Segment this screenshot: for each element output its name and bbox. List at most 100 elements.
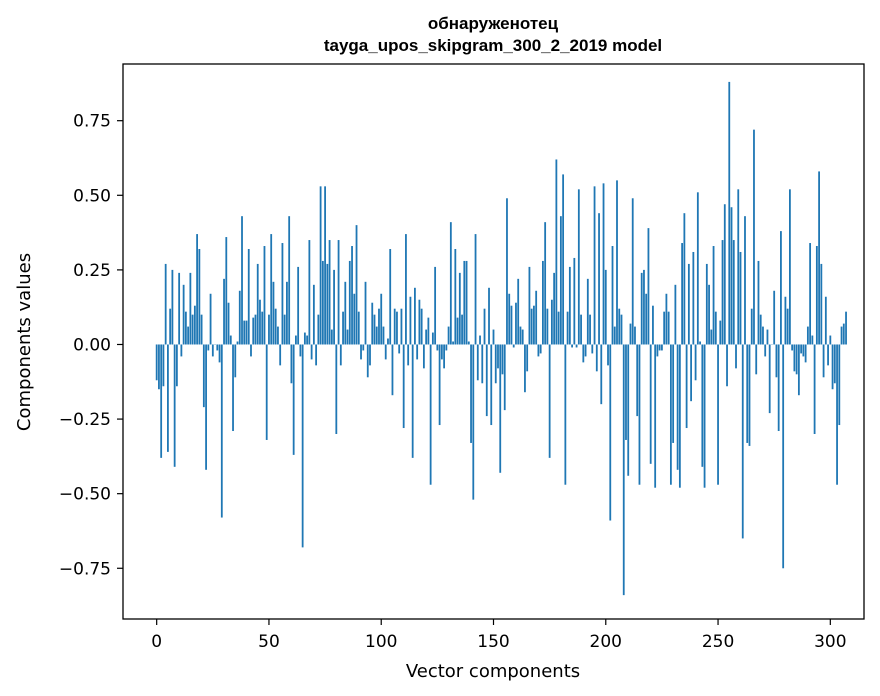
bar-154 xyxy=(501,344,504,375)
bar-297 xyxy=(822,344,825,378)
bar-188 xyxy=(577,189,580,345)
bar-149 xyxy=(490,344,493,426)
bar-52 xyxy=(272,281,275,345)
bar-260 xyxy=(739,251,742,345)
bar-248 xyxy=(712,246,715,345)
bar-223 xyxy=(656,344,659,357)
bar-261 xyxy=(741,344,744,539)
bar-164 xyxy=(524,344,526,393)
bar-278 xyxy=(780,231,782,345)
bar-70 xyxy=(312,284,315,345)
bar-133 xyxy=(454,249,457,345)
bar-276 xyxy=(775,344,778,378)
bar-140 xyxy=(470,344,472,443)
bar-55 xyxy=(279,344,282,366)
bar-7 xyxy=(171,269,174,345)
bar-253 xyxy=(723,204,726,345)
bar-12 xyxy=(182,284,185,345)
bar-173 xyxy=(544,222,547,345)
bar-28 xyxy=(218,344,221,363)
bar-81 xyxy=(337,240,340,345)
bar-269 xyxy=(759,314,762,345)
bar-30 xyxy=(223,278,225,345)
bar-14 xyxy=(187,326,190,345)
bar-121 xyxy=(427,317,430,345)
bar-215 xyxy=(638,344,641,485)
bar-302 xyxy=(833,344,836,384)
bar-271 xyxy=(764,344,767,357)
bar-24 xyxy=(209,293,212,345)
bar-196 xyxy=(595,344,598,372)
bar-116 xyxy=(416,344,419,360)
bar-56 xyxy=(281,243,284,345)
bar-265 xyxy=(750,308,753,345)
bar-255 xyxy=(728,81,731,345)
bar-17 xyxy=(193,305,196,345)
bar-180 xyxy=(559,216,562,345)
bar-145 xyxy=(481,344,484,384)
bar-279 xyxy=(782,344,785,569)
bar-232 xyxy=(676,344,679,470)
bar-101 xyxy=(382,326,385,345)
bar-224 xyxy=(658,344,661,351)
bar-301 xyxy=(831,344,834,390)
bar-67 xyxy=(306,335,309,345)
bar-300 xyxy=(829,335,832,345)
bar-184 xyxy=(568,266,571,345)
bar-263 xyxy=(746,344,749,443)
bar-97 xyxy=(373,314,376,345)
x-tick-label-250: 250 xyxy=(702,632,734,652)
bar-181 xyxy=(562,174,565,345)
bar-259 xyxy=(737,189,740,345)
bar-282 xyxy=(789,189,791,345)
x-tick-label-0: 0 xyxy=(151,632,162,652)
bar-283 xyxy=(791,344,794,351)
bar-80 xyxy=(335,344,338,434)
bar-156 xyxy=(506,198,508,345)
bar-37 xyxy=(238,290,241,345)
bar-82 xyxy=(339,344,342,366)
bar-162 xyxy=(519,326,522,345)
bar-54 xyxy=(277,326,279,345)
bar-292 xyxy=(811,335,814,345)
bar-163 xyxy=(521,329,524,345)
bar-227 xyxy=(665,293,668,345)
bar-284 xyxy=(793,344,796,372)
bar-240 xyxy=(694,344,697,381)
bar-237 xyxy=(687,263,690,345)
x-axis: 0 50 100 150 200 250 300 xyxy=(151,619,847,652)
bar-42 xyxy=(250,344,252,357)
y-tick-label-6: 0.75 xyxy=(73,112,111,132)
y-axis-label: Components values xyxy=(14,253,35,431)
bar-219 xyxy=(647,228,650,345)
bar-84 xyxy=(344,281,347,345)
bar-65 xyxy=(301,344,304,548)
y-tick-label-2: −0.25 xyxy=(59,410,111,430)
bar-144 xyxy=(479,335,481,345)
bar-29 xyxy=(220,344,223,518)
bar-186 xyxy=(573,257,576,345)
bar-87 xyxy=(351,246,353,345)
bar-197 xyxy=(598,213,600,345)
bar-244 xyxy=(703,344,706,488)
bar-211 xyxy=(629,323,632,345)
bar-73 xyxy=(319,186,322,345)
bar-200 xyxy=(604,269,607,345)
bar-32 xyxy=(227,302,230,345)
bar-103 xyxy=(387,338,389,345)
bar-218 xyxy=(645,293,648,345)
bar-129 xyxy=(445,344,448,351)
bar-161 xyxy=(517,278,520,345)
bar-49 xyxy=(265,344,268,440)
bar-153 xyxy=(499,344,502,473)
bar-204 xyxy=(613,326,616,345)
bar-286 xyxy=(797,344,800,396)
bar-272 xyxy=(766,329,769,345)
bar-187 xyxy=(575,344,578,348)
bar-41 xyxy=(247,249,250,345)
bar-62 xyxy=(295,335,297,345)
bar-233 xyxy=(678,344,681,488)
bar-209 xyxy=(625,344,627,440)
bar-256 xyxy=(730,207,733,345)
bar-179 xyxy=(557,311,560,345)
